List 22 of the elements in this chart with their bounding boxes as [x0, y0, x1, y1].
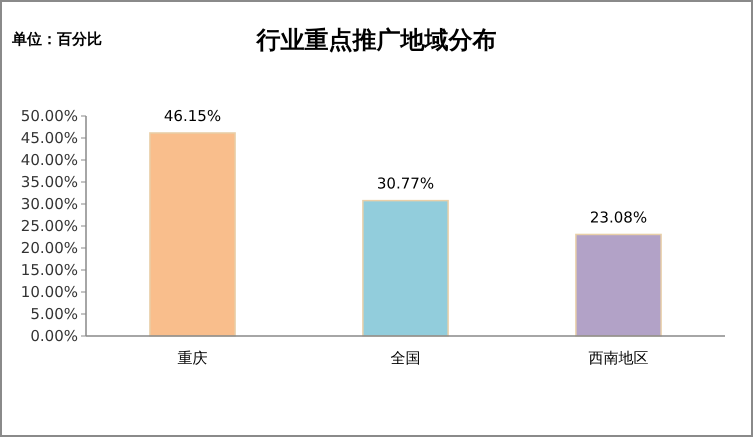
bar: [575, 234, 662, 337]
text: 单位：百分比: [11, 30, 102, 48]
bar: [149, 132, 236, 337]
y-tick-label: 10.00%: [20, 283, 78, 301]
data-label: 30.77%: [376, 174, 434, 193]
data-label: 23.08%: [590, 208, 648, 226]
y-tick-label: 0.00%: [30, 327, 78, 345]
x-tick-label: 重庆: [178, 349, 208, 367]
y-tick-label: 20.00%: [20, 239, 78, 257]
y-tick-label: 40.00%: [20, 151, 78, 169]
chart-title: 行业重点推广地域分布: [256, 26, 496, 54]
data-label: 46.15%: [164, 106, 222, 125]
x-tick-label: 西南地区: [588, 349, 648, 367]
y-tick-label: 15.00%: [20, 261, 78, 279]
x-tick-label: 全国: [390, 349, 420, 367]
y-tick-label: 45.00%: [20, 129, 78, 147]
y-tick-label: 35.00%: [20, 173, 78, 191]
y-tick-label: 25.00%: [20, 217, 78, 235]
bar: [362, 200, 449, 337]
y-tick-label: 30.00%: [20, 195, 78, 213]
y-tick-label: 5.00%: [30, 305, 78, 323]
y-tick-label: 50.00%: [20, 107, 78, 125]
